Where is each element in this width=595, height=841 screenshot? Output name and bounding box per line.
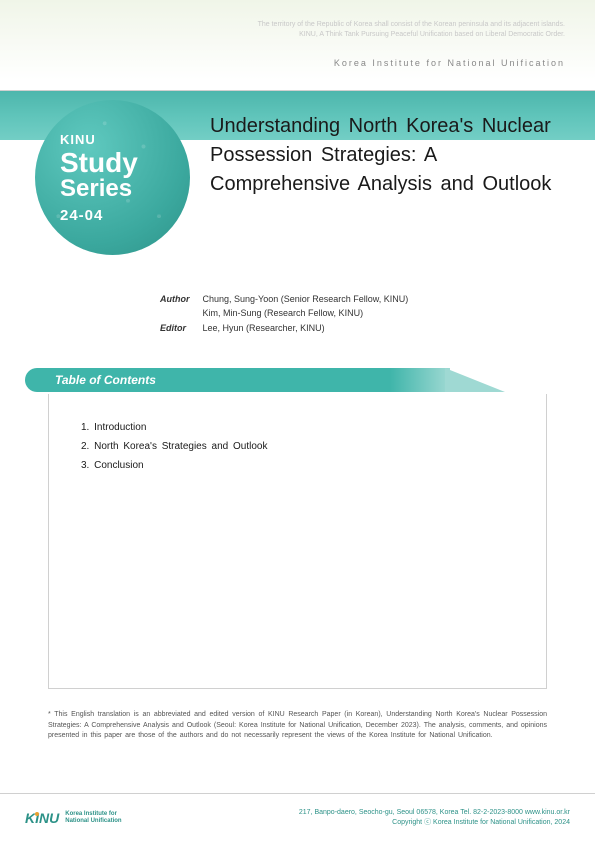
toc-item: 1. Introduction <box>81 422 514 433</box>
author-2: Kim, Min-Sung (Research Fellow, KINU) <box>203 308 364 318</box>
badge-issue: 24-04 <box>60 207 190 224</box>
footer-info: 217, Banpo-daero, Seocho-gu, Seoul 06578… <box>299 808 570 828</box>
header-gradient <box>0 0 595 80</box>
toc-item: 2. North Korea's Strategies and Outlook <box>81 441 514 452</box>
footer-logo-line1: Korea Institute for <box>65 811 121 818</box>
author-row-2: Kim, Min-Sung (Research Fellow, KINU) <box>160 306 408 320</box>
author-1: Chung, Sung-Yoon (Senior Research Fellow… <box>203 294 409 304</box>
footer-logo-text: Korea Institute for National Unification <box>65 811 121 824</box>
badge-study: Study <box>60 149 190 177</box>
toc-item: 3. Conclusion <box>81 460 514 471</box>
editor-1: Lee, Hyun (Researcher, KINU) <box>203 323 325 333</box>
editor-label: Editor <box>160 321 200 335</box>
institute-name: Korea Institute for National Unification <box>334 58 565 68</box>
paper-title: Understanding North Korea's Nuclear Poss… <box>210 112 555 199</box>
author-row: Author Chung, Sung-Yoon (Senior Research… <box>160 292 408 306</box>
author-label-spacer <box>160 306 200 320</box>
footer: KINU Korea Institute for National Unific… <box>0 793 595 841</box>
footer-logo: KINU Korea Institute for National Unific… <box>25 810 122 826</box>
badge-org: KINU <box>60 132 190 147</box>
author-label: Author <box>160 292 200 306</box>
toc-box: 1. Introduction 2. North Korea's Strateg… <box>48 394 547 689</box>
badge-series: Series <box>60 177 190 201</box>
footer-address: 217, Banpo-daero, Seocho-gu, Seoul 06578… <box>299 808 570 818</box>
credits-block: Author Chung, Sung-Yoon (Senior Research… <box>160 292 408 335</box>
series-badge: KINU Study Series 24-04 <box>35 100 190 255</box>
toc-header-spike <box>390 368 450 392</box>
toc-header-bar: Table of Contents <box>25 368 445 392</box>
toc-heading: Table of Contents <box>55 373 156 387</box>
footer-logo-line2: National Unification <box>65 818 121 825</box>
footnote: * This English translation is an abbrevi… <box>48 710 547 742</box>
footer-copyright: Copyright ⓒ Korea Institute for National… <box>299 818 570 828</box>
toc-header: Table of Contents <box>25 368 445 392</box>
editor-row: Editor Lee, Hyun (Researcher, KINU) <box>160 321 408 335</box>
motto-line-2: KINU, A Think Tank Pursuing Peaceful Uni… <box>258 30 565 40</box>
kinu-logo-icon: KINU <box>25 810 59 826</box>
header-motto: The territory of the Republic of Korea s… <box>258 20 565 40</box>
motto-line-1: The territory of the Republic of Korea s… <box>258 20 565 30</box>
